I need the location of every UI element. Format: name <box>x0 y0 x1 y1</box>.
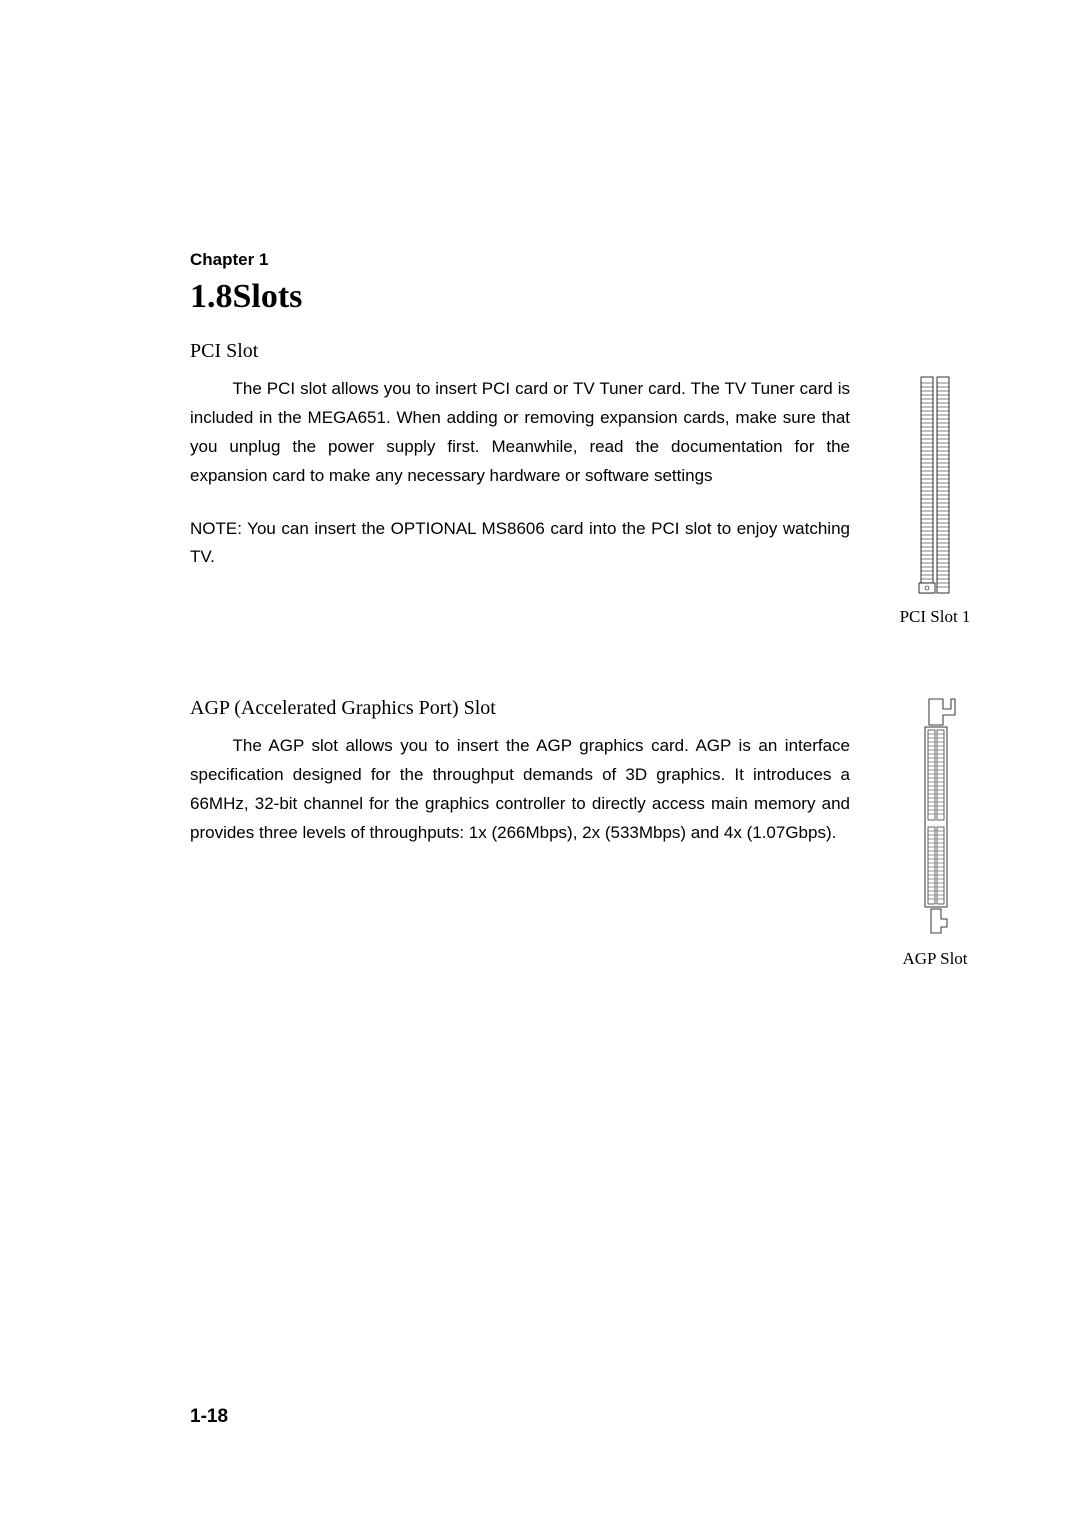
agp-content-row: AGP (Accelerated Graphics Port) Slot The… <box>190 697 990 969</box>
page-number: 1-18 <box>190 1406 228 1428</box>
pci-content-row: The PCI slot allows you to insert PCI ca… <box>190 375 990 627</box>
pci-figure-column: PCI Slot 1 <box>880 375 990 627</box>
pci-subsection-title: PCI Slot <box>190 340 990 363</box>
agp-paragraph: The AGP slot allows you to insert the AG… <box>190 732 850 848</box>
agp-slot-diagram <box>913 697 957 937</box>
pci-caption: PCI Slot 1 <box>900 607 971 627</box>
pci-note: NOTE: You can insert the OPTIONAL MS8606… <box>190 515 850 573</box>
chapter-label: Chapter 1 <box>190 250 990 270</box>
pci-text-column: The PCI slot allows you to insert PCI ca… <box>190 375 850 627</box>
pci-slot-diagram <box>917 375 953 595</box>
agp-caption: AGP Slot <box>902 949 967 969</box>
section-spacer <box>190 627 990 697</box>
section-number: 1.8 <box>190 278 233 315</box>
agp-text-column: AGP (Accelerated Graphics Port) Slot The… <box>190 697 850 969</box>
agp-figure-column: AGP Slot <box>880 697 990 969</box>
agp-subsection-title: AGP (Accelerated Graphics Port) Slot <box>190 697 850 720</box>
section-title: 1.8Slots <box>190 278 990 316</box>
pci-paragraph: The PCI slot allows you to insert PCI ca… <box>190 375 850 491</box>
section-title-text: Slots <box>233 278 303 315</box>
